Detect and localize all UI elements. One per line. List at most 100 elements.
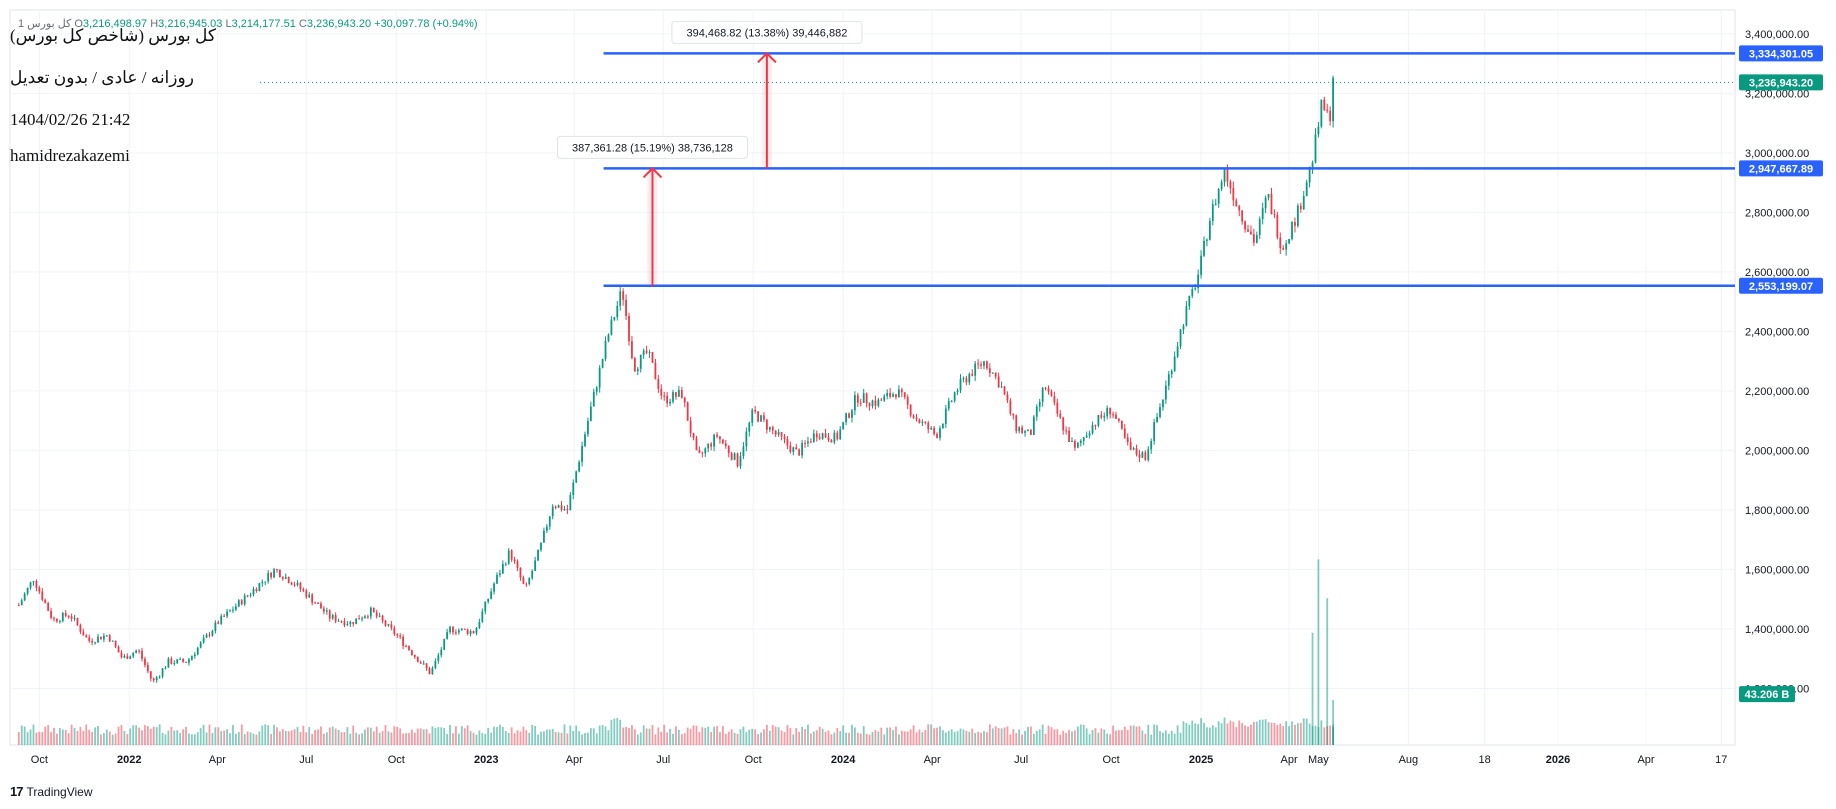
candle-body bbox=[1288, 239, 1290, 244]
candle-body bbox=[768, 426, 771, 430]
candle-body bbox=[859, 402, 862, 404]
y-tick-label: 3,200,000.00 bbox=[1745, 88, 1809, 100]
volume-bar bbox=[540, 731, 542, 745]
candle-body bbox=[449, 626, 451, 633]
volume-bar bbox=[1030, 726, 1032, 745]
candle-body bbox=[601, 359, 604, 368]
volume-bar bbox=[343, 732, 346, 745]
horizontal-lines[interactable] bbox=[260, 52, 1735, 288]
volume-bar bbox=[736, 734, 739, 745]
horizontal-level-tag[interactable] bbox=[1739, 277, 1823, 294]
candle-body bbox=[237, 600, 240, 607]
volume-bar bbox=[211, 732, 214, 745]
candle-body bbox=[484, 601, 487, 612]
volume-bar bbox=[1244, 725, 1246, 745]
volume-bar bbox=[968, 731, 971, 745]
volume-spike-bar bbox=[1326, 598, 1329, 745]
volume-bar bbox=[1097, 732, 1100, 745]
volume-bar bbox=[108, 731, 111, 745]
volume-bar bbox=[320, 726, 322, 745]
volume-bar bbox=[47, 725, 50, 745]
volume-bar bbox=[856, 732, 859, 745]
price-axis[interactable]: 1,200,000.001,400,000.001,600,000.001,80… bbox=[1739, 29, 1823, 703]
candle-body bbox=[85, 635, 88, 638]
candle-body bbox=[123, 656, 126, 658]
candle-body bbox=[639, 354, 642, 369]
candle-body bbox=[548, 516, 551, 527]
candle-body bbox=[689, 420, 692, 434]
x-tick-label: Jul bbox=[299, 754, 313, 766]
time-axis[interactable]: Oct 2022 Apr Jul Oct 2023 Apr Jul Oct 2024 Apr Jul O… bbox=[31, 754, 1728, 766]
volume-bar bbox=[1302, 718, 1305, 745]
price-range-measurements[interactable]: 387,361.28 (15.19%) 38,736,128 394,468.82… bbox=[556, 20, 863, 286]
candle-body bbox=[443, 638, 446, 650]
candle-body bbox=[748, 422, 751, 432]
volume-bar bbox=[986, 732, 988, 745]
volume-bar bbox=[1185, 722, 1188, 745]
volume-bar bbox=[739, 729, 742, 745]
volume-bar bbox=[411, 729, 413, 745]
volume-bar bbox=[1197, 724, 1200, 745]
volume-bar bbox=[648, 728, 651, 745]
candle-body bbox=[317, 602, 319, 604]
volume-bar bbox=[1035, 730, 1038, 745]
volume-bar bbox=[44, 726, 47, 745]
volume-bar bbox=[123, 730, 126, 745]
volume-bar bbox=[789, 728, 792, 745]
candle-body bbox=[120, 652, 123, 658]
volume-bar bbox=[26, 732, 29, 745]
candle-body bbox=[1071, 440, 1073, 442]
volume-bar bbox=[396, 726, 399, 745]
volume-bar bbox=[67, 733, 70, 745]
volume-bar bbox=[328, 727, 331, 745]
candle-body bbox=[179, 658, 182, 660]
candle-body bbox=[164, 667, 167, 669]
horizontal-level-tag[interactable] bbox=[1739, 160, 1823, 177]
volume-bar bbox=[944, 732, 947, 745]
volume-bar bbox=[317, 729, 319, 745]
candle-body bbox=[1147, 449, 1150, 460]
candle-body bbox=[487, 598, 490, 602]
volume-bar bbox=[1223, 717, 1226, 745]
x-tick-label: 2022 bbox=[117, 754, 141, 766]
volume-bar bbox=[355, 732, 358, 745]
volume-bar bbox=[91, 731, 94, 745]
candle-body bbox=[437, 655, 440, 661]
candle-body bbox=[613, 317, 616, 320]
volume-bar bbox=[815, 730, 818, 745]
candle-body bbox=[1164, 385, 1167, 400]
volume-value-tag[interactable] bbox=[1739, 686, 1795, 703]
volume-bar bbox=[631, 725, 633, 745]
candle-body bbox=[293, 584, 296, 586]
volume-bar bbox=[991, 728, 994, 745]
volume-bar bbox=[302, 725, 305, 745]
candle-body bbox=[1226, 168, 1229, 182]
tradingview-logo[interactable]: 17 TradingView bbox=[10, 784, 93, 799]
volume-bar bbox=[419, 728, 422, 745]
horizontal-level-tag[interactable] bbox=[1739, 45, 1823, 62]
candle-body bbox=[589, 406, 592, 421]
chart-grid bbox=[9, 9, 1736, 746]
volume-bar bbox=[261, 725, 264, 745]
candle-body bbox=[1182, 325, 1185, 330]
volume-bar bbox=[299, 731, 302, 745]
ohlc-legend: کل بورس 1 O3,216,498.97 H3,216,945.03 L3… bbox=[18, 17, 478, 30]
volume-bar bbox=[267, 725, 270, 745]
volume-bar bbox=[1129, 725, 1132, 745]
candle-body bbox=[918, 419, 921, 423]
candle-body bbox=[595, 387, 598, 392]
y-tick-label: 2,600,000.00 bbox=[1745, 267, 1809, 279]
candle-body bbox=[1206, 239, 1208, 241]
candle-body bbox=[1056, 402, 1059, 414]
candle-body bbox=[152, 678, 155, 681]
candle-body bbox=[234, 606, 237, 610]
volume-bar bbox=[1065, 733, 1068, 745]
volume-bar bbox=[399, 728, 402, 745]
volume-bar bbox=[692, 725, 695, 745]
volume-bar bbox=[1074, 730, 1076, 745]
volume-bar bbox=[1135, 726, 1138, 745]
candle-body bbox=[290, 582, 293, 585]
last-price-tag[interactable] bbox=[1739, 74, 1823, 91]
candle-body bbox=[721, 439, 724, 444]
